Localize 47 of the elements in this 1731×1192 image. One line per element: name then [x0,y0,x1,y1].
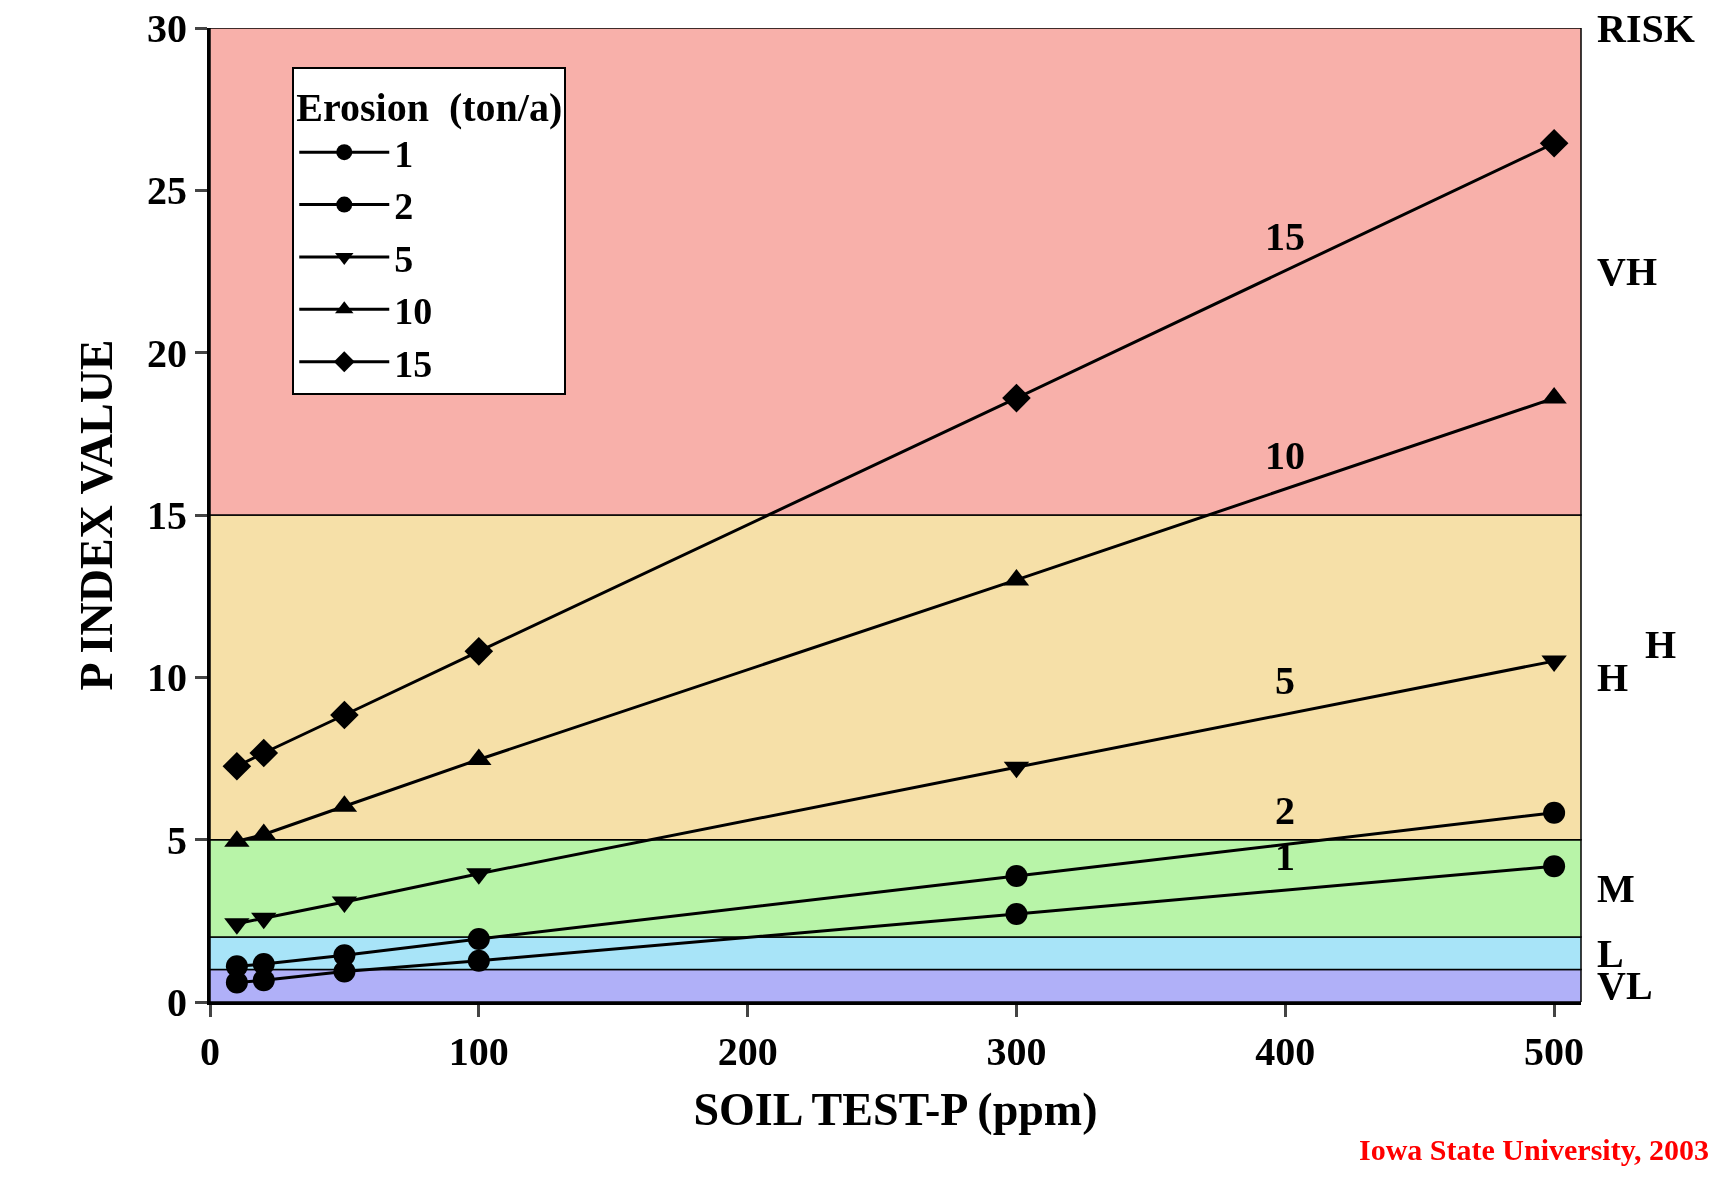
x-axis-title: SOIL TEST-P (ppm) [693,1083,1098,1135]
y-tick-label: 20 [147,330,187,376]
legend-label: 2 [394,185,414,228]
text: 10 [1265,433,1305,478]
y-tick-label: 0 [167,980,187,1025]
text: 15 [1265,214,1305,259]
point [1005,903,1028,926]
point [222,751,252,781]
point [1539,128,1569,158]
legend-title: Erosion (ton/a) [296,84,563,130]
y-axis-title: P INDEX VALUE [71,339,123,691]
legend-label: 15 [394,342,433,385]
legend-label: 10 [394,290,433,333]
text: H [1645,622,1677,667]
text: 2 [1275,788,1295,833]
y-tick-label: 25 [147,168,187,214]
text: Iowa State University, 2003 [1359,1133,1709,1166]
point [333,944,356,967]
x-tick-label: 300 [986,1029,1047,1074]
point [330,700,359,730]
y-tick-label: 10 [147,655,187,701]
point [467,949,490,972]
x-tick-label: 500 [1524,1029,1585,1074]
x-tick-label: 0 [200,1029,220,1074]
x-tick-label: 200 [717,1029,778,1074]
point [1005,865,1028,888]
point [249,738,279,768]
x-tick-label: 100 [448,1029,509,1074]
point [467,928,490,950]
band-label: M [1597,866,1635,911]
text: 1 [1275,834,1295,879]
y-tick-label: 5 [167,817,187,863]
point [464,637,494,666]
legend-label: 1 [394,132,414,175]
point [252,953,275,975]
y-tick-label: 30 [147,6,187,51]
x-tick-label: 400 [1255,1029,1316,1074]
y-tick-label: 15 [147,493,187,538]
legend-label: 5 [394,237,414,280]
point [1002,383,1031,413]
text: RISK [1597,6,1695,51]
point [1543,855,1566,878]
band-label: H [1597,655,1629,700]
band-label: VH [1597,249,1657,294]
point [225,955,248,978]
text: 5 [1275,658,1295,703]
point [1543,801,1566,824]
